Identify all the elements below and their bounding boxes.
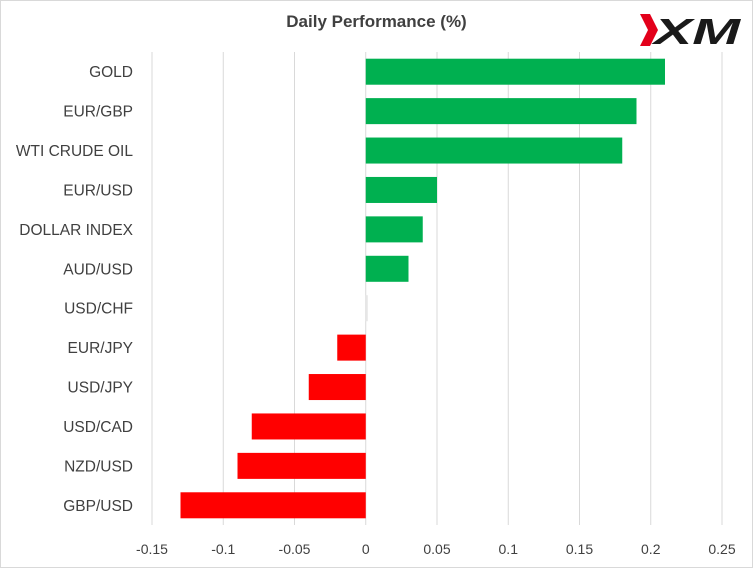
category-labels: GOLD EUR/GBP WTI CRUDE OIL EUR/USD DOLLAR IN…	[16, 64, 134, 515]
category-label: GBP/USD	[63, 498, 133, 515]
category-label: AUD/USD	[63, 261, 133, 278]
category-label: NZD/USD	[64, 458, 133, 475]
bar	[237, 452, 366, 479]
logo-red-chevron	[640, 14, 658, 46]
category-label: GOLD	[89, 64, 133, 81]
x-tick-label: 0	[362, 541, 370, 557]
bar	[365, 176, 437, 203]
bar	[308, 374, 366, 401]
bar	[365, 58, 665, 85]
gridlines	[151, 52, 723, 525]
logo-text: XM	[651, 11, 742, 50]
category-label: USD/CHF	[64, 301, 133, 318]
category-label: USD/JPY	[68, 380, 133, 397]
xm-logo: XM	[640, 11, 742, 50]
x-tick-label: -0.1	[211, 541, 235, 557]
x-tick-label: 0.25	[708, 541, 735, 557]
x-tick-label: 0.05	[423, 541, 450, 557]
bar	[251, 413, 366, 440]
x-tick-label: -0.15	[136, 541, 168, 557]
bar	[337, 334, 366, 361]
category-label: EUR/USD	[63, 182, 133, 199]
x-tick-label: 0.15	[566, 541, 593, 557]
category-label: DOLLAR INDEX	[19, 222, 133, 239]
category-label: USD/CAD	[63, 419, 133, 436]
bar	[365, 255, 409, 282]
bars	[180, 58, 665, 519]
x-tick-label: 0.1	[499, 541, 519, 557]
bar	[365, 98, 637, 125]
bar	[365, 137, 623, 164]
category-label: EUR/JPY	[68, 340, 133, 357]
bar	[365, 216, 423, 243]
x-tick-label: -0.05	[279, 541, 311, 557]
x-tick-label: 0.2	[641, 541, 661, 557]
category-label: WTI CRUDE OIL	[16, 143, 133, 160]
bar	[180, 492, 366, 519]
chart-title: Daily Performance (%)	[286, 12, 467, 31]
x-tick-labels: -0.15 -0.1 -0.05 0 0.05 0.1 0.15 0.2 0.25	[136, 541, 736, 557]
bar	[365, 295, 368, 322]
category-label: EUR/GBP	[63, 104, 133, 121]
